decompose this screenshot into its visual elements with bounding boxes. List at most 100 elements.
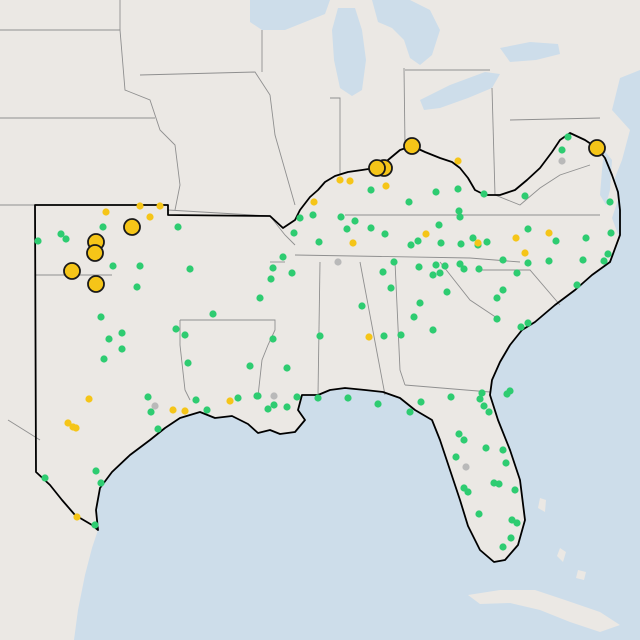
site-marker-green[interactable] (524, 259, 532, 267)
site-marker-yellow[interactable] (349, 239, 357, 247)
site-marker-yellow[interactable] (346, 177, 354, 185)
site-marker-green[interactable] (290, 229, 298, 237)
site-marker-green[interactable] (513, 519, 521, 527)
site-marker-green[interactable] (507, 534, 515, 542)
site-marker-large-yellow[interactable] (63, 262, 81, 280)
site-marker-green[interactable] (314, 394, 322, 402)
site-marker-green[interactable] (105, 335, 113, 343)
site-marker-gray[interactable] (558, 157, 566, 165)
site-marker-green[interactable] (147, 408, 155, 416)
site-marker-green[interactable] (499, 256, 507, 264)
site-marker-green[interactable] (552, 237, 560, 245)
site-marker-green[interactable] (118, 329, 126, 337)
site-marker-green[interactable] (558, 146, 566, 154)
site-marker-yellow[interactable] (365, 333, 373, 341)
site-marker-green[interactable] (495, 480, 503, 488)
site-marker-yellow[interactable] (454, 157, 462, 165)
site-marker-green[interactable] (455, 430, 463, 438)
site-marker-yellow[interactable] (226, 397, 234, 405)
site-marker-green[interactable] (435, 221, 443, 229)
site-marker-green[interactable] (511, 486, 519, 494)
site-marker-yellow[interactable] (310, 198, 318, 206)
site-marker-green[interactable] (524, 225, 532, 233)
site-marker-green[interactable] (545, 257, 553, 265)
site-marker-green[interactable] (254, 392, 262, 400)
site-marker-green[interactable] (379, 268, 387, 276)
site-marker-yellow[interactable] (64, 419, 72, 427)
site-marker-green[interactable] (407, 241, 415, 249)
site-marker-green[interactable] (499, 286, 507, 294)
site-marker-green[interactable] (62, 235, 70, 243)
site-marker-green[interactable] (447, 393, 455, 401)
site-marker-green[interactable] (432, 188, 440, 196)
site-marker-gray[interactable] (151, 402, 159, 410)
site-marker-green[interactable] (270, 401, 278, 409)
site-marker-green[interactable] (34, 237, 42, 245)
site-marker-green[interactable] (109, 262, 117, 270)
site-marker-yellow[interactable] (545, 229, 553, 237)
site-marker-green[interactable] (454, 185, 462, 193)
site-marker-green[interactable] (397, 331, 405, 339)
site-marker-green[interactable] (92, 467, 100, 475)
site-marker-green[interactable] (432, 261, 440, 269)
site-marker-green[interactable] (343, 225, 351, 233)
site-marker-green[interactable] (483, 238, 491, 246)
site-marker-green[interactable] (203, 406, 211, 414)
site-marker-green[interactable] (296, 214, 304, 222)
site-marker-green[interactable] (443, 288, 451, 296)
site-marker-green[interactable] (184, 359, 192, 367)
site-marker-green[interactable] (476, 395, 484, 403)
site-marker-green[interactable] (582, 234, 590, 242)
site-marker-green[interactable] (480, 402, 488, 410)
site-marker-green[interactable] (564, 133, 572, 141)
site-marker-green[interactable] (367, 186, 375, 194)
site-marker-large-yellow[interactable] (368, 159, 386, 177)
site-marker-green[interactable] (482, 444, 490, 452)
site-marker-green[interactable] (269, 264, 277, 272)
site-marker-green[interactable] (460, 436, 468, 444)
site-marker-green[interactable] (437, 239, 445, 247)
site-marker-green[interactable] (234, 394, 242, 402)
site-marker-green[interactable] (456, 260, 464, 268)
site-marker-yellow[interactable] (521, 249, 529, 257)
site-marker-yellow[interactable] (382, 182, 390, 190)
site-marker-green[interactable] (174, 223, 182, 231)
site-marker-green[interactable] (172, 325, 180, 333)
site-marker-green[interactable] (604, 250, 612, 258)
site-marker-green[interactable] (607, 229, 615, 237)
site-marker-green[interactable] (457, 240, 465, 248)
site-marker-green[interactable] (279, 253, 287, 261)
site-marker-yellow[interactable] (474, 239, 482, 247)
site-marker-green[interactable] (316, 332, 324, 340)
site-marker-green[interactable] (387, 284, 395, 292)
site-marker-green[interactable] (154, 425, 162, 433)
site-marker-green[interactable] (288, 269, 296, 277)
site-marker-green[interactable] (493, 294, 501, 302)
site-marker-green[interactable] (460, 265, 468, 273)
site-marker-green[interactable] (144, 393, 152, 401)
site-marker-green[interactable] (441, 262, 449, 270)
site-marker-green[interactable] (283, 364, 291, 372)
site-marker-green[interactable] (415, 263, 423, 271)
site-marker-yellow[interactable] (336, 176, 344, 184)
site-marker-green[interactable] (264, 405, 272, 413)
site-marker-green[interactable] (455, 207, 463, 215)
site-marker-yellow[interactable] (512, 234, 520, 242)
site-marker-yellow[interactable] (73, 513, 81, 521)
site-marker-gray[interactable] (334, 258, 342, 266)
site-marker-green[interactable] (513, 269, 521, 277)
site-marker-green[interactable] (475, 510, 483, 518)
site-marker-green[interactable] (100, 355, 108, 363)
site-marker-green[interactable] (57, 230, 65, 238)
site-marker-yellow[interactable] (422, 230, 430, 238)
site-marker-green[interactable] (358, 302, 366, 310)
site-marker-green[interactable] (97, 479, 105, 487)
site-marker-green[interactable] (606, 198, 614, 206)
site-marker-yellow[interactable] (146, 213, 154, 221)
site-marker-green[interactable] (315, 238, 323, 246)
site-marker-green[interactable] (517, 323, 525, 331)
site-marker-green[interactable] (344, 394, 352, 402)
site-marker-gray[interactable] (462, 463, 470, 471)
